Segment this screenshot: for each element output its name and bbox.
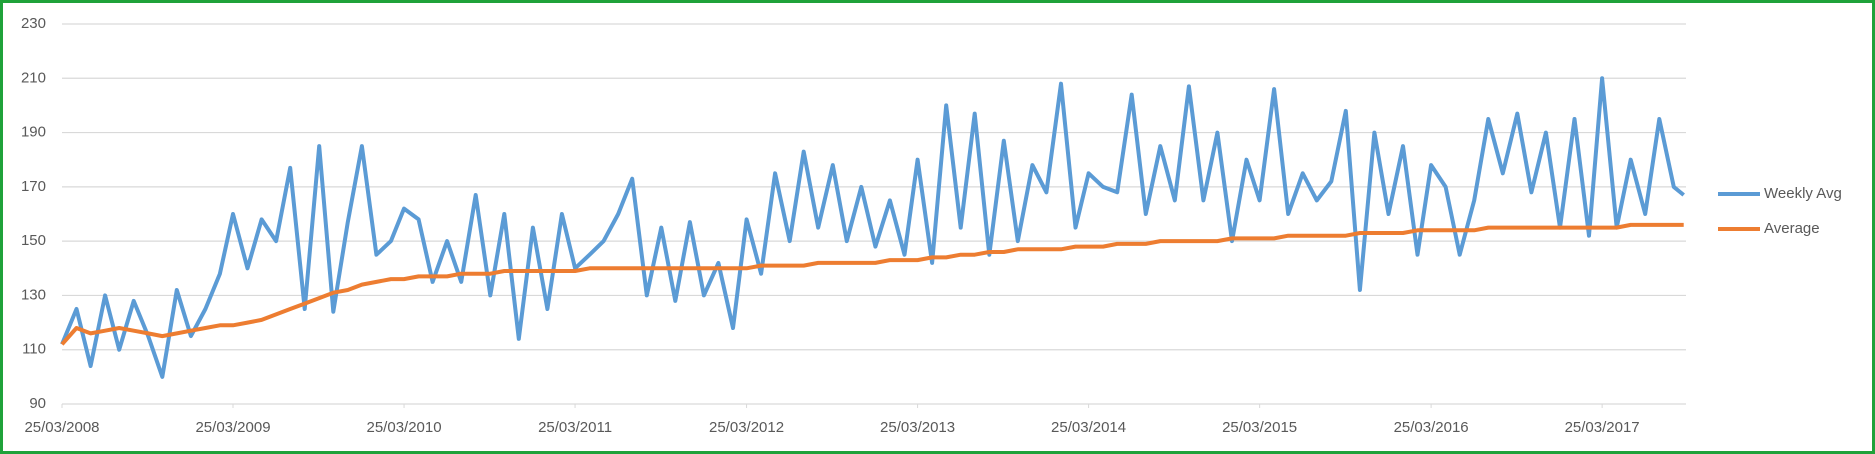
x-tick-label: 25/03/2015	[1222, 419, 1297, 436]
x-tick-label: 25/03/2008	[24, 419, 99, 436]
y-tick-label: 150	[21, 232, 46, 249]
y-tick-label: 210	[21, 69, 46, 86]
x-tick-label: 25/03/2009	[195, 419, 270, 436]
y-tick-label: 190	[21, 124, 46, 141]
x-tick-label: 25/03/2016	[1394, 419, 1469, 436]
series-line	[60, 76, 1685, 379]
y-tick-label: 90	[29, 395, 46, 412]
x-tick-label: 25/03/2012	[709, 419, 784, 436]
legend-label: Average	[1764, 220, 1820, 237]
legend-label: Weekly Avg	[1764, 185, 1842, 202]
y-tick-label: 230	[21, 15, 46, 32]
x-tick-label: 25/03/2014	[1051, 419, 1126, 436]
x-tick-label: 25/03/2010	[367, 419, 442, 436]
x-tick-label: 25/03/2011	[538, 419, 612, 436]
series-line	[60, 222, 1684, 346]
x-tick-label: 25/03/2013	[880, 419, 955, 436]
y-tick-label: 130	[21, 286, 46, 303]
x-tick-label: 25/03/2017	[1565, 419, 1640, 436]
y-tick-label: 110	[22, 341, 46, 358]
y-tick-label: 170	[21, 178, 46, 195]
